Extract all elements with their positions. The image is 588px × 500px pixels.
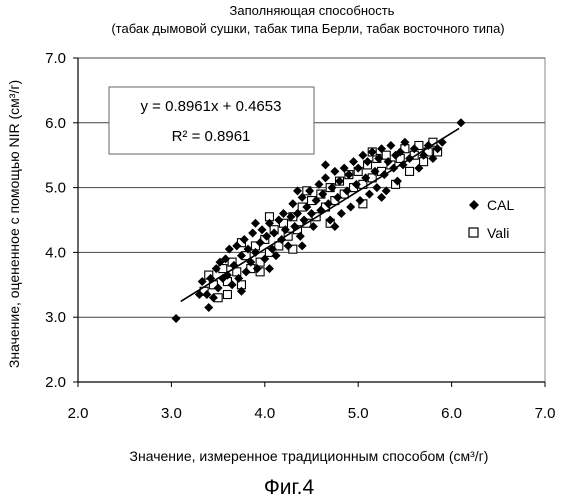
x-tick-labels: 2.0 3.0 4.0 5.0 6.0 7.0 [68, 382, 556, 422]
vali-point [406, 167, 414, 175]
cal-point [288, 199, 297, 208]
legend-cal-label: CAL [487, 197, 514, 213]
x-tick-label: 7.0 [535, 405, 556, 422]
x-tick-label: 2.0 [68, 405, 89, 422]
y-tick-label: 2.0 [45, 374, 66, 391]
cal-point [386, 141, 395, 150]
y-tick-labels: 2.0 3.0 4.0 5.0 6.0 7.0 [45, 50, 78, 391]
cal-point [377, 193, 386, 202]
cal-point [456, 118, 465, 127]
legend-vali-marker [469, 228, 478, 237]
figure-caption: Фиг.4 [264, 476, 315, 499]
r-squared-label: R² = 0.8961 [172, 128, 251, 145]
legend-vali-label: Vali [487, 225, 509, 241]
cal-point [346, 203, 355, 212]
cal-point [358, 151, 367, 160]
x-tick-label: 3.0 [161, 405, 182, 422]
cal-point [298, 241, 307, 250]
cal-point [248, 228, 257, 237]
cal-point [330, 167, 339, 176]
x-tick-label: 6.0 [441, 405, 462, 422]
chart-title-line-1: Заполняющая способность [230, 3, 395, 18]
cal-point [265, 264, 274, 273]
chart-title-line-2: (табак дымовой сушки, табак типа Берли, … [111, 21, 504, 36]
x-tick-label: 4.0 [254, 405, 275, 422]
cal-point [365, 190, 374, 199]
x-axis-label: Значение, измеренное традиционным способ… [130, 448, 489, 464]
cal-point [372, 183, 381, 192]
cal-point [321, 160, 330, 169]
cal-point [257, 225, 266, 234]
y-tick-label: 6.0 [45, 115, 66, 132]
cal-point [349, 157, 358, 166]
y-tick-label: 4.0 [45, 244, 66, 261]
x-tick-label: 5.0 [348, 405, 369, 422]
cal-point [204, 303, 213, 312]
cal-point [251, 219, 260, 228]
cal-point [321, 173, 330, 182]
y-axis-label: Значение, оцененное с помощью NIR (см³/г… [6, 80, 22, 368]
cal-point [337, 209, 346, 218]
y-tick-label: 5.0 [45, 180, 66, 197]
y-tick-label: 3.0 [45, 309, 66, 326]
vali-point [223, 291, 231, 299]
legend: CAL Vali [461, 193, 535, 250]
regression-equation: y = 0.8961x + 0.4653 [141, 98, 282, 115]
vali-point [382, 151, 390, 159]
y-tick-label: 7.0 [45, 50, 66, 67]
cal-point [172, 314, 181, 323]
